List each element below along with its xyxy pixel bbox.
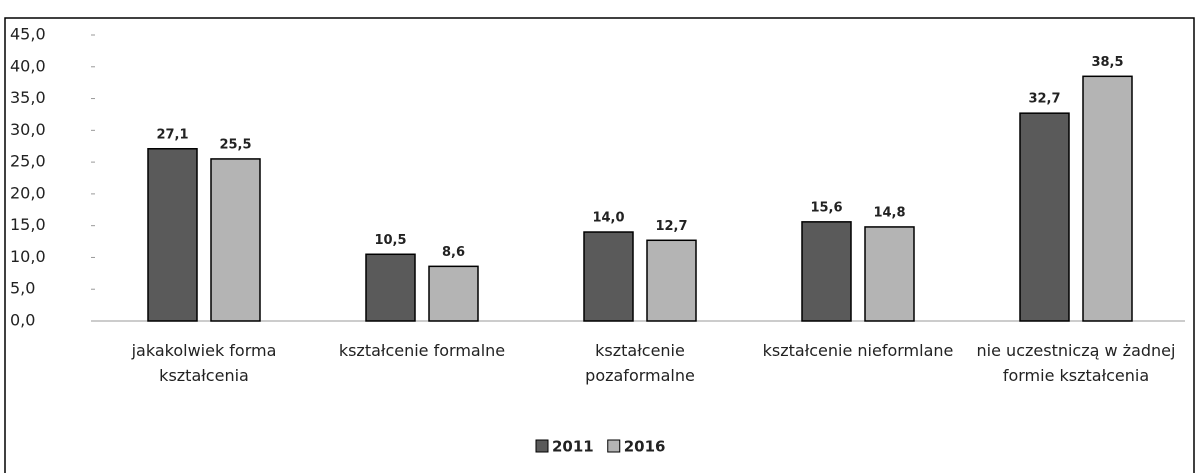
- y-tick-label: 20,0: [10, 183, 46, 202]
- y-tick-label: 45,0: [10, 25, 46, 44]
- x-tick-label: nie uczestniczą w żadnej formie kształcen…: [977, 341, 1176, 385]
- data-label: 10,5: [374, 233, 406, 248]
- bar: [1082, 75, 1133, 322]
- x-tick-label: jakakolwiek forma kształcenia: [131, 341, 277, 385]
- x-tick-line: kształcenie nieformlane: [763, 341, 954, 360]
- bar: [428, 265, 479, 322]
- y-tick-label: 15,0: [10, 215, 46, 234]
- bar: [210, 158, 261, 322]
- data-label: 32,7: [1028, 92, 1060, 107]
- x-tick-label: kształcenie pozaformalne: [585, 341, 695, 385]
- y-tick-label: 35,0: [10, 88, 46, 107]
- legend-swatch: [607, 439, 621, 453]
- y-tick-label: 40,0: [10, 56, 46, 75]
- x-tick-label: kształcenie nieformlane: [763, 341, 954, 360]
- x-tick-line: pozaformalne: [585, 366, 695, 385]
- x-tick-line: kształcenie formalne: [339, 341, 505, 360]
- bar: [365, 253, 416, 322]
- data-label: 8,6: [442, 245, 465, 260]
- legend-label: 2011: [552, 438, 594, 456]
- x-tick-line: kształcenie: [595, 341, 685, 360]
- y-tick-label: 5,0: [10, 279, 35, 298]
- bar: [646, 239, 697, 322]
- data-label: 38,5: [1091, 55, 1123, 70]
- x-tick-line: jakakolwiek forma: [131, 341, 277, 360]
- data-label: 12,7: [655, 219, 687, 234]
- x-tick-label: kształcenie formalne: [339, 341, 505, 360]
- bar: [1019, 112, 1070, 322]
- x-tick-line: kształcenia: [159, 366, 249, 385]
- bar: [801, 221, 852, 322]
- y-tick-label: 0,0: [10, 311, 35, 330]
- data-label: 15,6: [810, 200, 842, 215]
- bar: [864, 226, 915, 322]
- legend-label: 2016: [624, 438, 666, 456]
- x-tick-line: formie kształcenia: [1003, 366, 1149, 385]
- data-label: 25,5: [219, 137, 251, 152]
- data-label: 14,8: [873, 205, 905, 220]
- data-label: 14,0: [592, 211, 624, 226]
- legend-swatch: [535, 439, 549, 453]
- x-tick-line: nie uczestniczą w żadnej: [977, 341, 1176, 360]
- y-tick-label: 25,0: [10, 152, 46, 171]
- y-tick-label: 10,0: [10, 247, 46, 266]
- y-tick-label: 30,0: [10, 120, 46, 139]
- bar: [147, 148, 198, 322]
- bar: [583, 231, 634, 322]
- data-label: 27,1: [156, 127, 188, 142]
